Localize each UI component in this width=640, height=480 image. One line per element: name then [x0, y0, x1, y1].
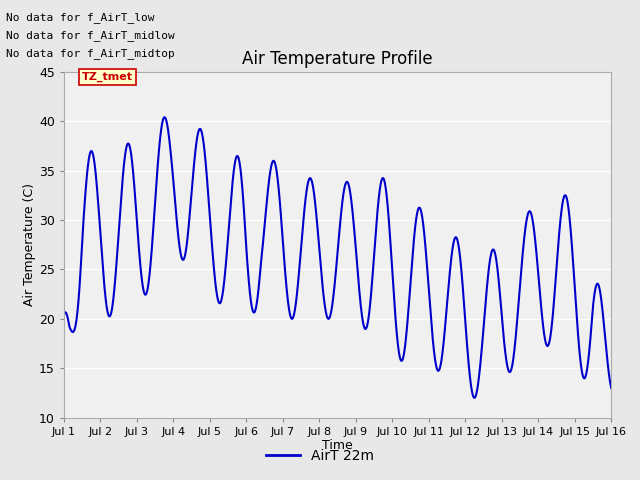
Text: No data for f_AirT_midtop: No data for f_AirT_midtop	[6, 48, 175, 60]
Title: Air Temperature Profile: Air Temperature Profile	[243, 49, 433, 68]
Text: No data for f_AirT_low: No data for f_AirT_low	[6, 12, 155, 23]
Text: TZ_tmet: TZ_tmet	[82, 72, 133, 82]
Legend: AirT 22m: AirT 22m	[260, 443, 380, 468]
Text: No data for f_AirT_midlow: No data for f_AirT_midlow	[6, 30, 175, 41]
X-axis label: Time: Time	[322, 439, 353, 453]
Y-axis label: Air Temperature (C): Air Temperature (C)	[23, 183, 36, 306]
